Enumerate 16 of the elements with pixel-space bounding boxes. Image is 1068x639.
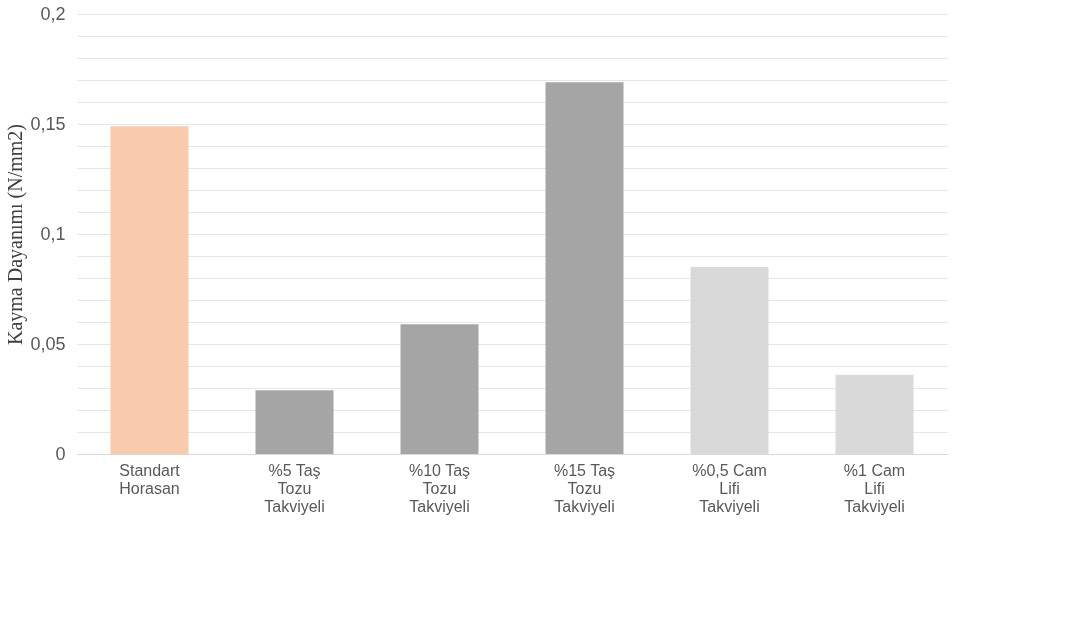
bar (110, 126, 189, 454)
x-tick-label: %10 Taş Tozu Takviyeli (408, 461, 471, 515)
bar (255, 390, 334, 454)
y-tick-label: 0 (55, 443, 66, 464)
x-tick-label: %1 Cam Lifi Takviyeli (843, 461, 906, 515)
y-axis-title: Kayma Dayanımı (N/mm2) (4, 123, 28, 346)
x-tick-label: %15 Taş Tozu Takviyeli (553, 461, 616, 515)
x-tick-label: %5 Taş Tozu Takviyeli (264, 461, 325, 515)
bar (400, 324, 479, 454)
y-tick-label: 0,1 (40, 223, 66, 244)
y-tick-label: 0,05 (30, 333, 66, 354)
x-tick-label: Standart Horasan (119, 461, 181, 497)
y-tick-label: 0,15 (30, 113, 66, 134)
x-tick-label: %0,5 Cam Lifi Takviyeli (692, 461, 767, 515)
bar (545, 82, 624, 454)
y-tick-label: 0,2 (40, 3, 66, 24)
